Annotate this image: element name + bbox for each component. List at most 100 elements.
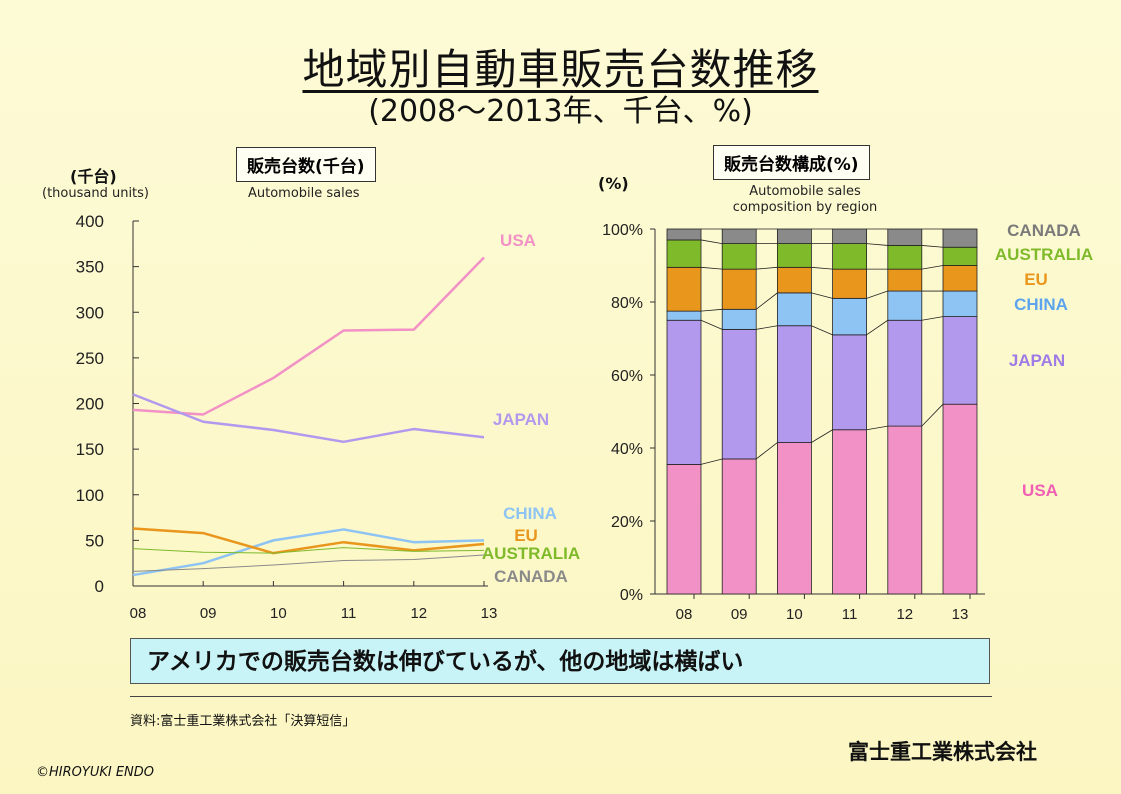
stacked-bar-chart: 0% 20% 40% 60% 80% 100% 08 09 10 11 12 13 USA JAPAN CH… — [602, 221, 1093, 623]
line-chart-box-label: 販売台数(千台) — [236, 147, 376, 182]
bar-segment-japan — [887, 319, 923, 427]
x-tick-label: 12 — [896, 606, 913, 623]
bar-segment-australia — [887, 245, 923, 270]
line-chart: 0 50 100 150 200 250 300 350 400 08 09 10 11 12 13 USA J… — [76, 212, 580, 622]
series-connector — [755, 292, 778, 310]
legend-label-china: CHINA — [1014, 295, 1068, 314]
bar-segment-canada — [776, 228, 812, 245]
y-tick-label: 150 — [76, 440, 104, 459]
x-tick-label: 11 — [341, 605, 357, 622]
divider — [130, 696, 992, 697]
bar-segment-japan — [942, 316, 978, 405]
y-tick-label: 100 — [76, 486, 104, 505]
series-connector — [866, 319, 889, 336]
y-tick-label: 40% — [611, 441, 643, 458]
x-tick-label: 08 — [130, 605, 147, 622]
bar-segment-canada — [942, 228, 978, 248]
bar-segment-canada — [666, 228, 702, 241]
bar-segment-eu — [887, 268, 923, 292]
bar-segment-eu — [666, 266, 702, 312]
bar-segment-canada — [887, 228, 923, 246]
bar-segment-china — [832, 297, 868, 336]
page-subtitle: (2008～2013年、千台、%) — [368, 94, 753, 129]
series-line-usa — [132, 256, 485, 416]
series-connector — [866, 290, 888, 299]
bar-segment-canada — [832, 228, 868, 245]
x-tick-label: 09 — [731, 606, 748, 623]
bar-segment-japan — [721, 328, 757, 460]
bar-segment-usa — [776, 442, 812, 595]
legend-label-china: CHINA — [503, 504, 557, 523]
conclusion-banner: アメリカでの販売台数は伸びているが、他の地域は横ばい — [130, 638, 990, 684]
bar-segment-japan — [776, 325, 812, 443]
bar-segment-usa — [887, 425, 923, 595]
series-connector — [811, 266, 833, 270]
series-line-canada — [132, 554, 485, 572]
y-tick-label: 60% — [611, 368, 643, 385]
bar-segment-canada — [721, 228, 757, 245]
bar-segment-eu — [832, 268, 868, 299]
y-tick-label: 300 — [76, 303, 104, 322]
bar-segment-australia — [832, 243, 868, 270]
x-tick-label: 10 — [270, 605, 287, 622]
series-connector — [756, 325, 778, 330]
x-tick-label: 13 — [952, 606, 969, 623]
series-connector — [811, 429, 833, 443]
series-connector — [700, 308, 723, 312]
bar-chart-box-label: 販売台数構成(%) — [713, 145, 870, 180]
series-line-japan — [132, 393, 485, 444]
x-tick-label: 09 — [200, 605, 217, 622]
bar-segment-japan — [666, 319, 702, 465]
legend-label-eu: EU — [1024, 270, 1048, 289]
legend-label-canada: CANADA — [494, 567, 568, 586]
bar-segment-usa — [721, 458, 757, 595]
series-connector — [700, 266, 723, 270]
y-tick-label: 0 — [95, 577, 104, 596]
legend-label-eu: EU — [514, 526, 538, 545]
y-tick-label: 100% — [602, 222, 643, 239]
legend-label-australia: AUSTRALIA — [482, 544, 580, 563]
series-connector — [756, 266, 778, 270]
bar-segment-china — [887, 290, 923, 321]
bar-segment-australia — [776, 243, 812, 268]
bar-segment-china — [776, 292, 812, 327]
bar-segment-china — [721, 308, 757, 330]
x-tick-label: 13 — [481, 605, 498, 622]
x-tick-label: 08 — [676, 606, 693, 623]
series-connector — [811, 292, 833, 299]
series-connector — [700, 319, 723, 330]
legend-label-japan: JAPAN — [493, 410, 549, 429]
legend-label-canada: CANADA — [1007, 221, 1081, 240]
y-tick-label: 0% — [620, 587, 643, 604]
x-tick-label: 12 — [410, 605, 427, 622]
bar-chart-caption-line2: composition by region — [732, 200, 878, 215]
bar-segment-eu — [721, 268, 757, 310]
legend-label-australia: AUSTRALIA — [995, 245, 1093, 264]
y-tick-label: 400 — [76, 212, 104, 231]
bar-segment-australia — [721, 243, 757, 270]
bar-segment-australia — [666, 239, 702, 268]
x-tick-label: 10 — [786, 606, 803, 623]
series-line-australia — [132, 547, 485, 554]
legend-label-usa: USA — [500, 231, 536, 250]
series-connector — [811, 325, 833, 336]
y-tick-label: 50 — [85, 531, 104, 550]
y-tick-label: 20% — [611, 514, 643, 531]
bar-segment-australia — [942, 246, 978, 266]
legend-label-japan: JAPAN — [1009, 351, 1065, 370]
y-tick-label: 350 — [76, 258, 104, 277]
series-connector — [866, 425, 888, 431]
series-line-china — [132, 528, 485, 577]
bar-segment-eu — [776, 266, 812, 294]
series-connector — [921, 265, 944, 270]
series-connector — [700, 458, 723, 465]
source-note: 資料:富士重工業株式会社「決算短信」 — [130, 714, 356, 729]
series-connector — [921, 316, 944, 321]
copyright: ©HIROYUKI ENDO — [36, 765, 155, 780]
series-connector — [755, 442, 778, 460]
legend-label-usa: USA — [1022, 481, 1058, 500]
x-tick-label: 11 — [842, 606, 858, 623]
bar-chart-unit: (%) — [598, 174, 629, 193]
bar-segment-usa — [666, 464, 702, 595]
line-chart-unit: (千台) — [70, 167, 117, 186]
